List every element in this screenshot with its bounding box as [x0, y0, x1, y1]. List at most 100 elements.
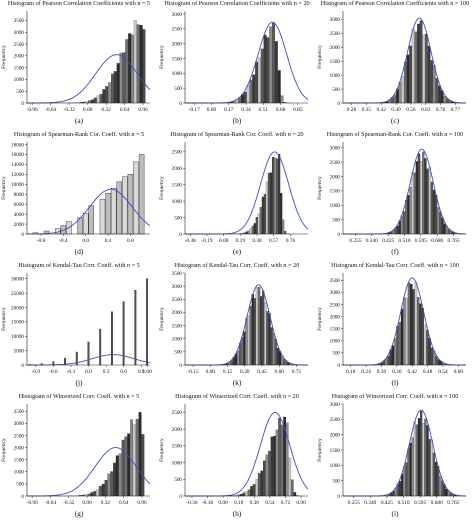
- histogram-bar: [412, 289, 415, 366]
- y-tick-label: 0: [21, 101, 24, 107]
- normal-fit-curve: [185, 21, 309, 104]
- histogram-bar: [107, 473, 111, 497]
- x-tick-label: 0.28: [347, 107, 357, 113]
- y-tick-label: 3000: [172, 284, 183, 290]
- histogram-bar: [277, 70, 281, 104]
- y-tick-label: 0: [21, 363, 24, 369]
- x-tick-label: 0.425: [382, 238, 394, 244]
- bars-group: [215, 286, 301, 366]
- histogram-bar: [419, 303, 422, 366]
- histogram-bar: [426, 168, 429, 235]
- y-tick-label: 0: [179, 363, 182, 369]
- y-tick-label: 500: [174, 477, 182, 483]
- histogram-bar: [269, 172, 273, 235]
- histogram-bar: [405, 200, 408, 235]
- histogram-bar: [90, 99, 95, 104]
- histogram-bar: [400, 215, 404, 235]
- x-tick-label: 0.36: [250, 500, 260, 506]
- histogram-bar: [263, 194, 267, 235]
- y-tick-label: 1000: [14, 77, 25, 83]
- x-tick-label: 0.64: [120, 107, 130, 113]
- histogram-bar: [387, 355, 390, 366]
- chart-panel-j: Histogram of Kendal-Tau Corr. Coeff. wit…: [0, 262, 158, 393]
- x-tick-label: 0.96: [138, 107, 148, 113]
- y-tick-label: 1500: [172, 323, 183, 329]
- panel-label: (g): [74, 509, 84, 518]
- x-tick-label: 0.68: [276, 107, 286, 113]
- histogram-bar: [263, 460, 266, 497]
- x-tick-label: 0.19: [236, 238, 246, 244]
- x-tick-label: 0.00: [207, 107, 217, 113]
- y-tick-label: 500: [332, 478, 340, 484]
- histogram-bar: [413, 421, 416, 497]
- y-tick-label: 3000: [14, 421, 25, 427]
- y-tick-label: 1000: [330, 463, 341, 469]
- histogram-svg: -0.96 -0.64 -0.32 0.00 0.32 0.64 0.96 0 500 1000 1…: [1, 11, 151, 113]
- histogram-svg: -0.17 0.00 0.17 0.34 0.51 0.68 0.85 0 500 1000 150…: [159, 11, 309, 113]
- bars-group: [32, 154, 145, 235]
- x-tick-label: 0.63: [421, 107, 431, 113]
- x-tick-label: 0.510: [397, 500, 409, 506]
- y-tick-label: 500: [174, 350, 182, 356]
- histogram-bar: [394, 488, 397, 497]
- histogram-bar: [111, 73, 115, 104]
- histogram-bar: [99, 94, 103, 104]
- x-tick-label: 0.6: [120, 369, 127, 375]
- histogram-bar: [252, 74, 256, 104]
- histogram-bar: [90, 492, 94, 497]
- x-tick-label: -0.32: [64, 107, 76, 113]
- histogram-bar: [269, 26, 273, 104]
- chart-title: Histogram of Spearman-Rank Cor. Coeff. w…: [326, 131, 464, 138]
- histogram-bar: [288, 457, 292, 497]
- histogram-bar: [424, 418, 427, 497]
- y-tick-label: 4000: [14, 212, 25, 218]
- histogram-bar: [251, 293, 254, 366]
- histogram-bar: [437, 207, 440, 235]
- y-tick-label: 2000: [14, 222, 25, 228]
- histogram-bar: [101, 483, 105, 497]
- histogram-bar: [438, 85, 441, 104]
- x-tick-label: 0.77: [451, 107, 461, 113]
- histogram-bar: [410, 283, 413, 366]
- y-tick-label: 3000: [330, 402, 341, 408]
- y-tick-label: 2000: [172, 41, 183, 47]
- x-tick-label: 0.42: [407, 369, 417, 375]
- histogram-bar: [271, 156, 275, 235]
- x-tick-label: -0.38: [185, 238, 197, 244]
- x-tick-label: 0.425: [381, 500, 393, 506]
- y-tick-label: 0: [337, 232, 340, 238]
- y-tick-label: 1500: [330, 59, 341, 65]
- chart-title: Histogram of Pearson Correlation Coeffic…: [7, 0, 151, 7]
- histogram-svg: -0.36 -0.18 0.00 0.18 0.36 0.54 0.72 0.90 0 500 10…: [159, 404, 309, 506]
- y-tick-label: 1500: [14, 457, 25, 463]
- histogram-bar: [98, 485, 102, 497]
- histogram-bar: [268, 450, 271, 497]
- x-tick-label: -0.64: [45, 500, 57, 506]
- y-tick-label: 16000: [11, 152, 24, 158]
- y-tick-label: 25000: [11, 291, 24, 297]
- chart-panel-g: Histogram of Winsorized Corr. Coeff. wit…: [0, 393, 158, 524]
- x-tick-label: 0.255: [348, 500, 360, 506]
- histogram-bar: [124, 436, 128, 497]
- histogram-bar: [122, 176, 128, 235]
- y-tick-label: 500: [16, 482, 24, 488]
- histogram-bar: [443, 223, 446, 235]
- y-tick-label: 1000: [330, 339, 341, 345]
- histogram-bar: [257, 473, 261, 497]
- histogram-svg: -0.8 -0.4 0.0 0.4 0.8 0 2000 4000 6000 8000 10000 1…: [1, 142, 151, 244]
- chart-title: Histogram of Kendal-Tau Corr. Coeff. wit…: [174, 262, 300, 269]
- chart-panel-k: Histogram of Kendal-Tau Corr. Coeff. wit…: [158, 262, 316, 393]
- histogram-bar: [252, 484, 256, 497]
- histogram-bar: [422, 423, 425, 497]
- y-tick-label: 30000: [11, 277, 24, 283]
- histogram-bar: [110, 188, 117, 235]
- chart-title: Histogram of Kendal-Tau Corr. Coeff. wit…: [18, 262, 140, 269]
- bars-group: [28, 278, 149, 366]
- x-tick-label: 0.595: [414, 500, 426, 506]
- x-tick-label: 0.60: [454, 369, 464, 375]
- histogram-bar: [274, 41, 278, 104]
- histogram-bar: [261, 196, 264, 235]
- histogram-svg: 0.255 0.340 0.425 0.510 0.595 0.680 0.765 0 500 1…: [317, 402, 467, 506]
- y-tick-label: 2000: [330, 432, 341, 438]
- y-tick-label: 2500: [172, 410, 183, 416]
